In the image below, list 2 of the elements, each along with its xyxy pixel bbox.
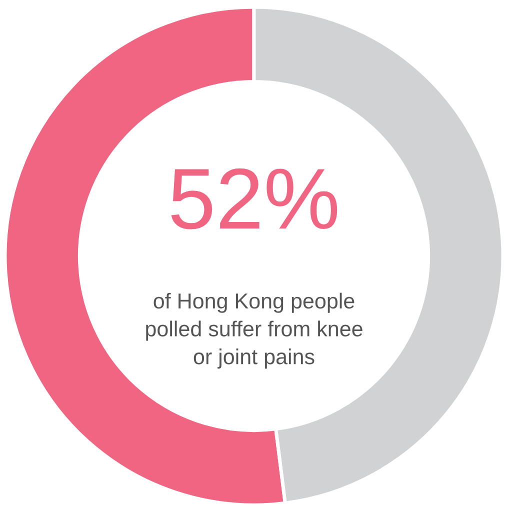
text: 52% xyxy=(171,168,338,230)
text: of Hong Kong people polled suffer from knee or joint pains xyxy=(146,292,362,369)
